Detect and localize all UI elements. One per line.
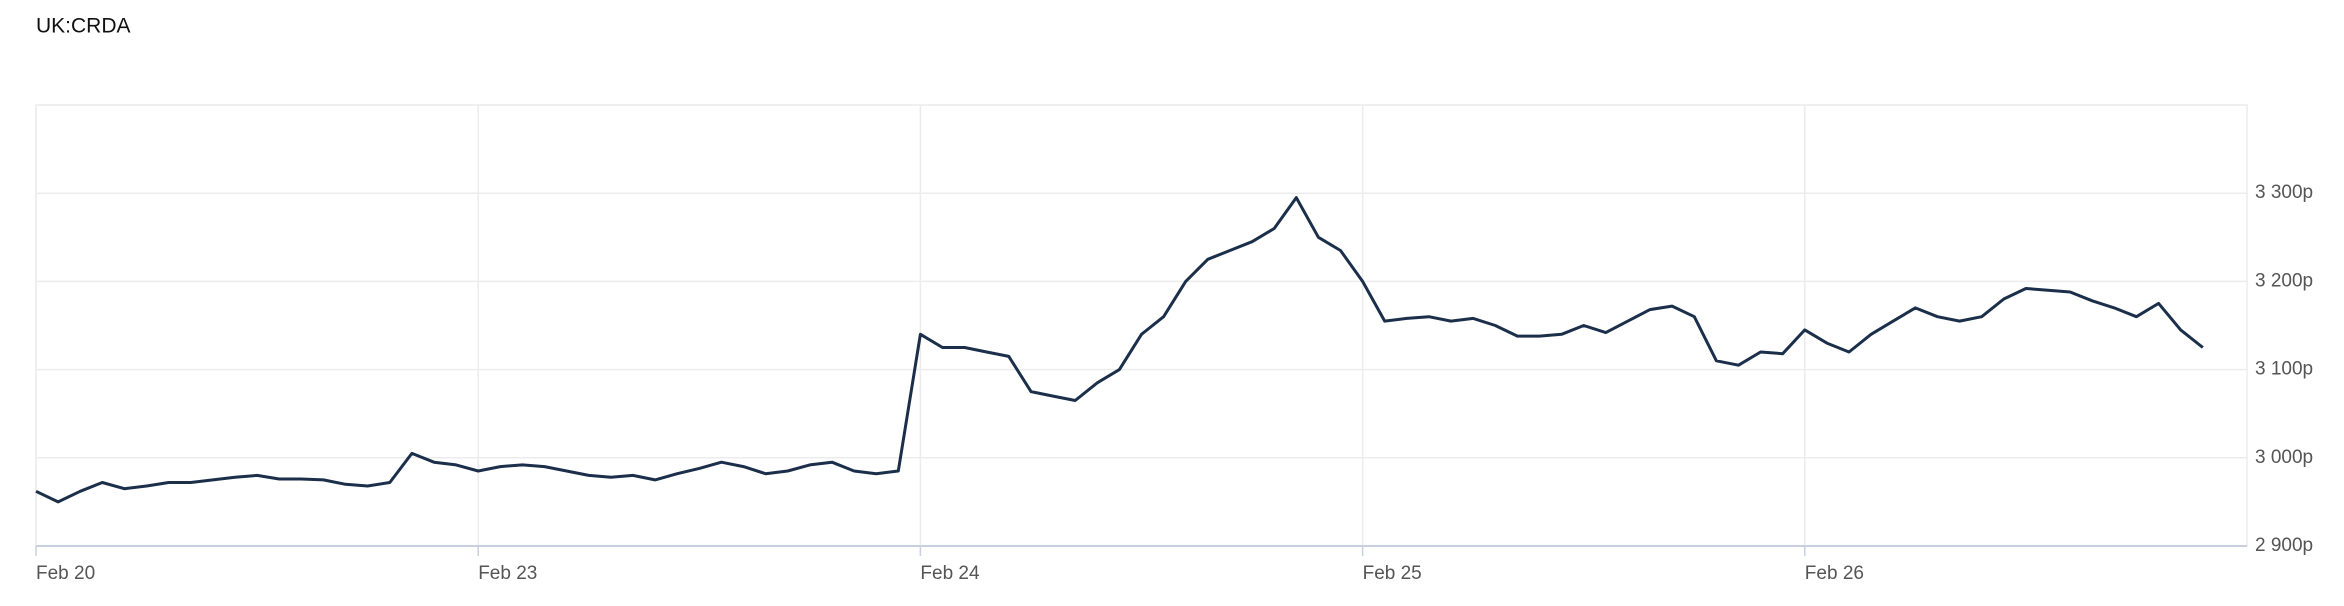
x-tick-label: Feb 20 <box>36 563 95 584</box>
y-tick-label: 2 900p <box>2255 535 2313 556</box>
x-tick-label: Feb 25 <box>1363 563 1422 584</box>
x-tick-label: Feb 26 <box>1805 563 1864 584</box>
price-line <box>35 196 2204 504</box>
x-tick-label: Feb 24 <box>920 563 980 584</box>
plot-frame <box>35 104 2248 547</box>
y-tick-label: 3 200p <box>2255 270 2313 291</box>
y-tick-label: 3 100p <box>2255 359 2313 380</box>
x-tick-label: Feb 23 <box>478 563 537 584</box>
y-tick-label: 3 300p <box>2255 182 2313 203</box>
chart-title: UK:CRDA <box>36 15 131 38</box>
y-tick-label: 3 000p <box>2255 447 2313 468</box>
